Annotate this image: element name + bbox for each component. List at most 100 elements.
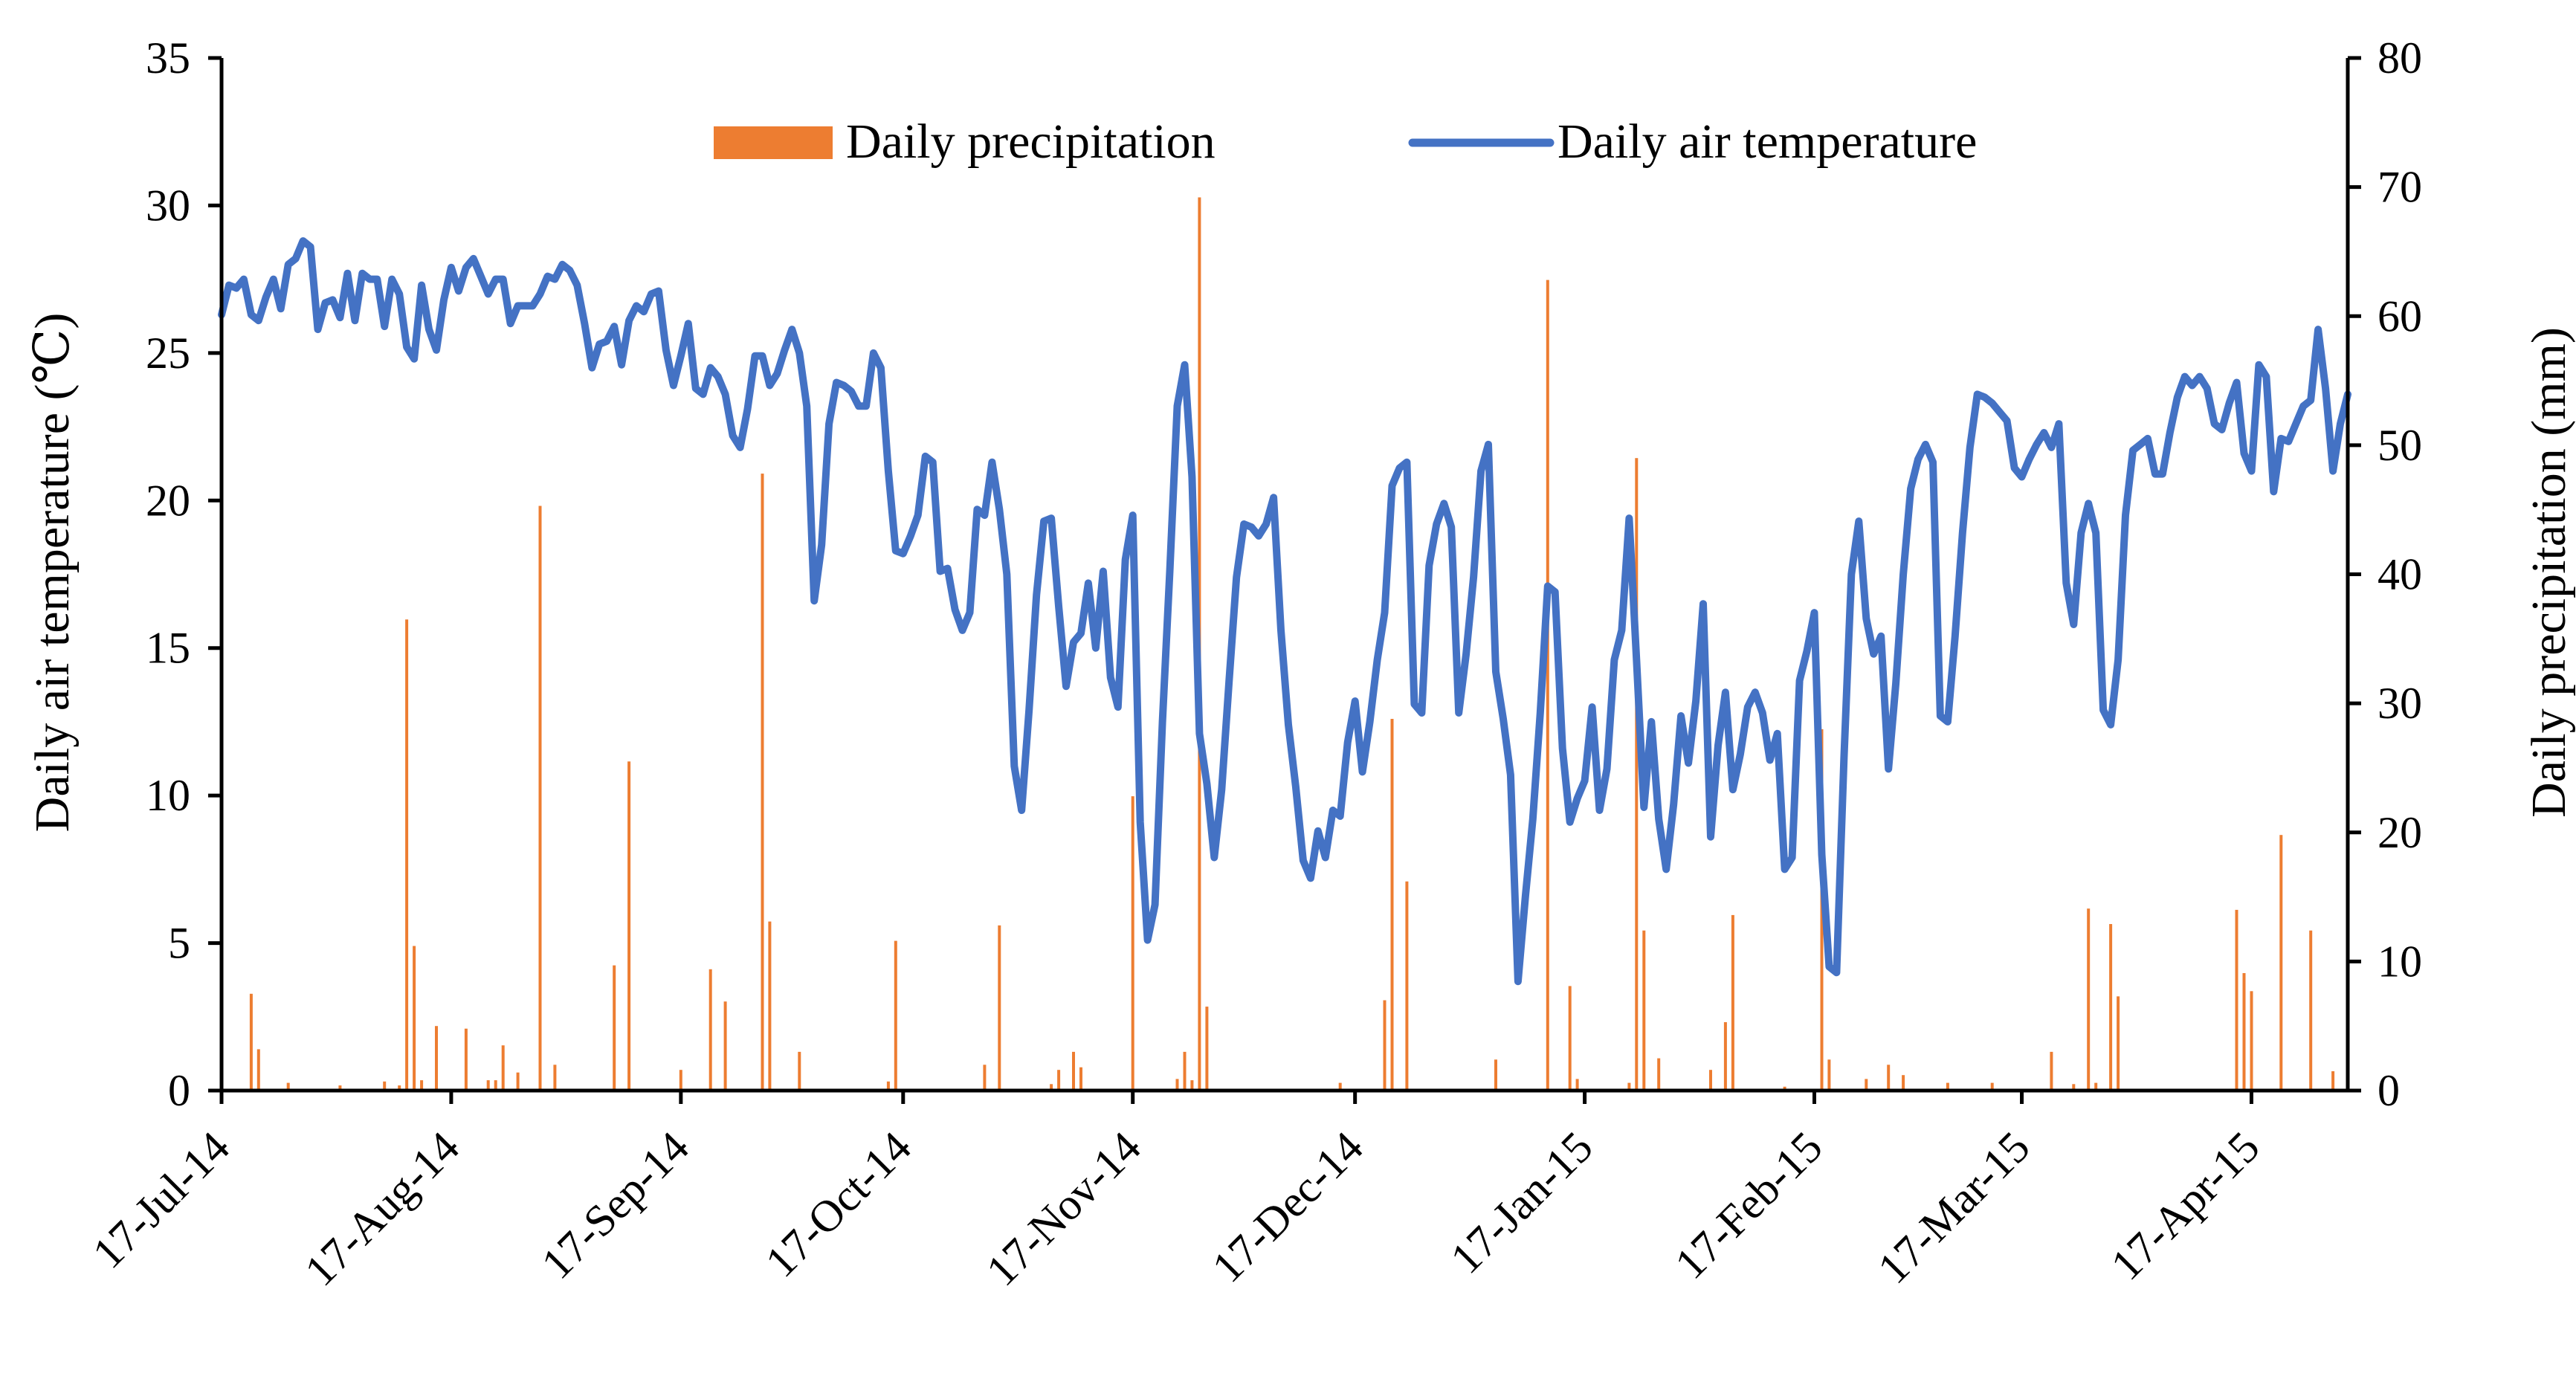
precipitation-bar <box>286 1082 290 1091</box>
precipitation-bar <box>1494 1059 1497 1091</box>
legend-temperature-label: Daily air temperature <box>1557 114 1977 169</box>
precipitation-bar <box>1183 1051 1187 1091</box>
precipitation-bar <box>398 1085 401 1091</box>
x-tick-label: 17-Apr-15 <box>2102 1123 2269 1290</box>
precipitation-bar <box>486 1080 490 1091</box>
right-tick-label: 40 <box>2378 550 2422 599</box>
precipitation-bar <box>249 993 253 1091</box>
left-tick-label: 15 <box>146 624 190 673</box>
temperature-line-layer <box>218 237 2351 986</box>
precipitation-bar <box>1865 1079 1868 1091</box>
x-tick-label: 17-Jul-14 <box>83 1123 239 1278</box>
precipitation-bar <box>1175 1079 1179 1091</box>
right-tick-label: 60 <box>2378 291 2422 340</box>
precipitation-bar <box>1568 986 1572 1091</box>
right-tick-label: 30 <box>2378 679 2422 728</box>
left-tick-label: 0 <box>168 1066 190 1115</box>
precipitation-bar <box>1709 1070 1712 1091</box>
precipitation-bar <box>464 1028 468 1091</box>
precipitation-bar <box>2109 924 2113 1091</box>
precipitation-bar <box>2235 909 2238 1091</box>
precipitation-bar <box>627 761 631 1091</box>
precipitation-bar <box>1990 1082 1994 1091</box>
precipitation-bar <box>1383 1000 1387 1091</box>
precipitation-bar <box>679 1070 682 1091</box>
precipitation-bar <box>1887 1065 1891 1091</box>
precipitation-bar <box>2309 930 2313 1091</box>
precipitation-bar <box>1079 1067 1082 1091</box>
precipitation-bar <box>2279 835 2283 1091</box>
precipitation-bar <box>798 1051 801 1091</box>
precipitation-bar <box>1635 458 1639 1091</box>
precipitation-bar <box>413 946 416 1091</box>
precipitation-bar <box>886 1081 890 1091</box>
legend-precipitation-label: Daily precipitation <box>846 114 1216 169</box>
precipitation-bar <box>553 1065 557 1091</box>
precipitation-bar <box>1390 719 1394 1091</box>
precipitation-bar <box>1405 881 1409 1091</box>
left-tick-label: 10 <box>146 771 190 820</box>
precipitation-bar <box>256 1049 260 1091</box>
precipitation-bar <box>768 921 772 1091</box>
x-tick-label: 17-Aug-14 <box>295 1123 468 1296</box>
precipitation-bar <box>613 965 616 1091</box>
precipitation-bar <box>501 1045 505 1091</box>
x-tick-label: 17-Mar-15 <box>1868 1123 2039 1294</box>
x-tick-label: 17-Sep-14 <box>532 1123 698 1288</box>
left-tick-label: 20 <box>146 476 190 525</box>
left-axis-title: Daily air temperature (℃) <box>25 313 80 833</box>
precipitation-bar <box>1546 280 1549 1091</box>
precipitation-bar <box>1205 1007 1209 1091</box>
left-tick-label: 30 <box>146 181 190 230</box>
temperature-line <box>218 237 2351 986</box>
legend-precipitation-swatch <box>714 126 833 159</box>
precipitation-bar <box>1627 1082 1631 1091</box>
right-tick-label: 50 <box>2378 421 2422 470</box>
precipitation-bar <box>1057 1070 1061 1091</box>
precipitation-bars <box>249 197 2349 1091</box>
precipitation-bar <box>1946 1082 1949 1091</box>
right-axis-title: Daily precipitation (mm) <box>2522 327 2576 818</box>
right-tick-label: 20 <box>2378 808 2422 857</box>
legend: Daily precipitation Daily air temperatur… <box>714 114 1977 169</box>
precipitation-bar <box>1731 914 1734 1091</box>
x-tick-label: 17-Oct-14 <box>756 1123 920 1287</box>
precipitation-bar <box>1131 796 1134 1091</box>
x-tick-label: 17-Jan-15 <box>1441 1123 1601 1283</box>
left-tick-label: 35 <box>146 33 190 83</box>
precipitation-bar <box>998 925 1001 1091</box>
precipitation-bar <box>1190 1080 1194 1091</box>
right-tick-label: 10 <box>2378 937 2422 986</box>
precipitation-bar <box>2094 1082 2098 1091</box>
precipitation-bar <box>2072 1084 2076 1091</box>
precipitation-bar <box>1723 1022 1727 1091</box>
right-tick-label: 80 <box>2378 33 2422 83</box>
precipitation-bar <box>405 619 409 1091</box>
precipitation-bar <box>2242 973 2246 1091</box>
precipitation-bar <box>516 1072 520 1091</box>
precipitation-bar <box>494 1080 497 1091</box>
precipitation-bar <box>1657 1058 1661 1091</box>
precipitation-bar <box>1050 1084 1053 1091</box>
precipitation-bar <box>1642 930 1646 1091</box>
precipitation-bar <box>1338 1082 1342 1091</box>
left-tick-label: 5 <box>168 919 190 968</box>
precipitation-bar <box>383 1081 387 1091</box>
precipitation-bar <box>435 1026 438 1091</box>
precipitation-bar <box>1575 1079 1579 1091</box>
precipitation-bar <box>2250 991 2253 1091</box>
precipitation-bar <box>538 506 542 1091</box>
precipitation-bar <box>1827 1059 1831 1091</box>
precipitation-bar <box>894 940 897 1091</box>
precipitation-bar <box>2117 996 2120 1091</box>
precipitation-bar <box>2087 908 2091 1091</box>
x-tick-label: 17-Nov-14 <box>977 1123 1150 1296</box>
right-tick-label: 0 <box>2378 1066 2400 1115</box>
precipitation-bar <box>1783 1086 1786 1091</box>
precipitation-bar <box>2050 1051 2053 1091</box>
precipitation-bar <box>723 1001 727 1091</box>
left-tick-label: 25 <box>146 329 190 378</box>
precipitation-bar <box>420 1080 424 1091</box>
precipitation-bar <box>1072 1051 1075 1091</box>
